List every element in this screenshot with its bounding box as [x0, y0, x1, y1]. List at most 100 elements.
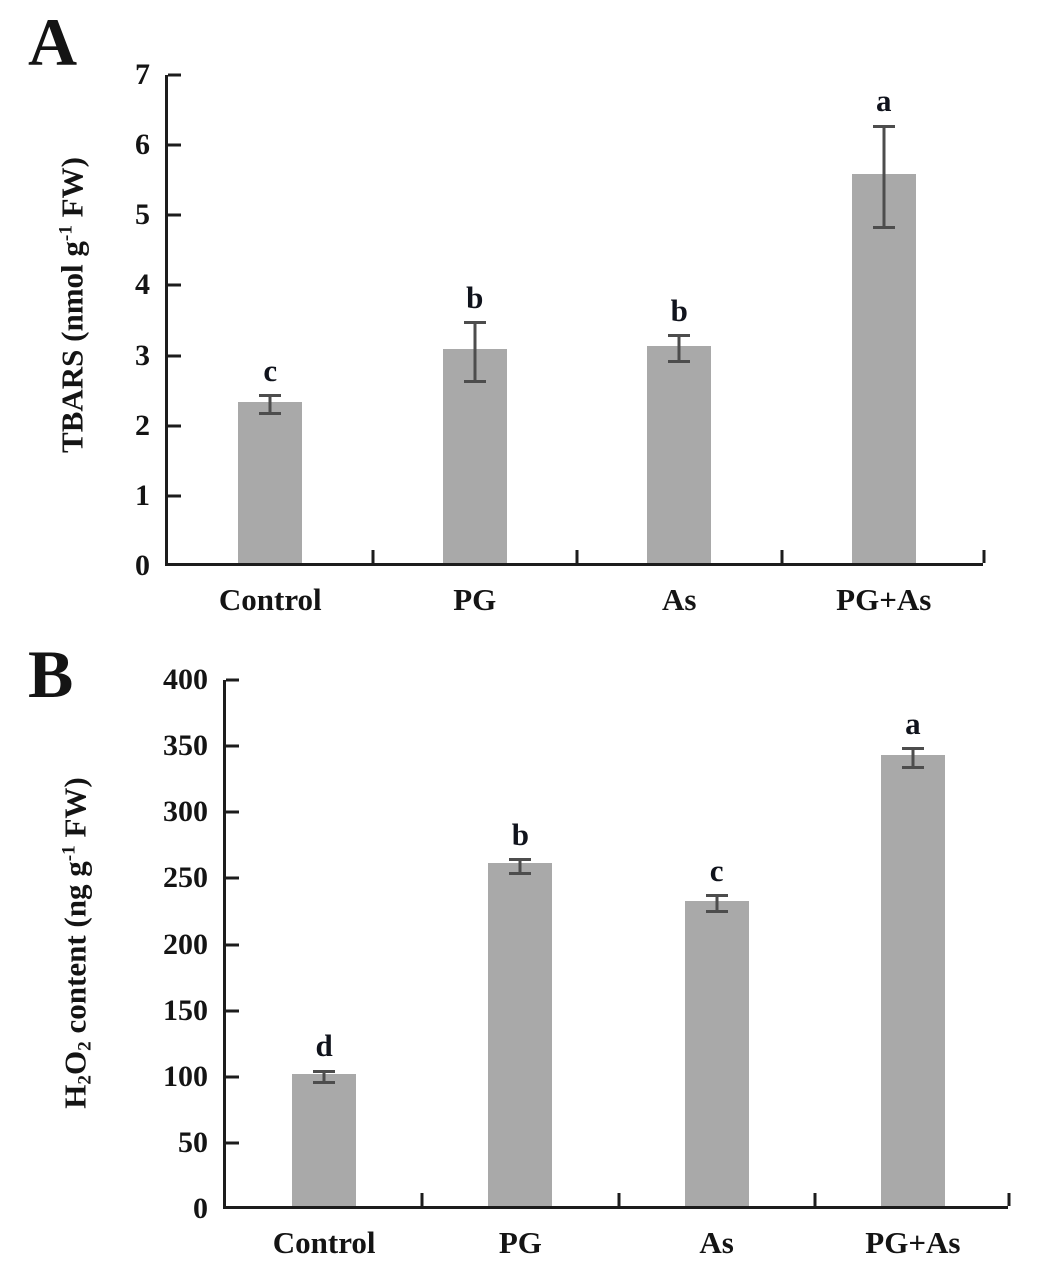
significance-letter: d — [315, 1028, 333, 1064]
x-axis-category-label: PG — [453, 582, 497, 617]
y-axis-tick — [226, 1009, 239, 1013]
x-axis-category-label: PG+As — [865, 1225, 961, 1260]
x-axis-category-label: PG — [498, 1225, 542, 1260]
error-bar-lower-cap — [668, 359, 691, 363]
x-axis-tick — [1007, 1193, 1011, 1206]
error-bar — [882, 126, 886, 228]
x-axis-tick — [813, 1193, 817, 1206]
error-bar-upper-cap — [463, 321, 486, 325]
y-axis-label-segment: H — [57, 1084, 93, 1109]
y-axis-tick — [226, 1141, 239, 1145]
x-axis-category-label: As — [699, 1225, 734, 1260]
x-axis-tick — [617, 1193, 620, 1206]
y-axis-tick — [168, 283, 181, 287]
x-axis-category-label: Control — [218, 582, 322, 617]
y-axis-tick-label: 150 — [163, 993, 208, 1027]
panel-b-letter: B — [28, 636, 74, 712]
error-bar-upper-cap — [901, 747, 924, 751]
y-axis-tick — [168, 424, 181, 428]
y-axis-tick — [168, 213, 181, 217]
y-axis-tick — [168, 143, 181, 147]
y-axis-tick-label: 400 — [163, 663, 208, 696]
error-bar-lower-cap — [705, 909, 728, 913]
x-axis-tick — [420, 1193, 424, 1206]
y-axis-tick-label: 350 — [163, 729, 208, 763]
significance-letter: b — [511, 816, 529, 852]
panel-b-plot-area: 0 50 100 150 200 250 300 350 400 d Control b PG c As a P… — [163, 665, 1011, 1258]
y-axis-label-segment: -1 — [55, 225, 77, 242]
y-axis-label-segment: -1 — [58, 845, 80, 862]
error-bar-upper-cap — [313, 1069, 336, 1073]
y-axis-tick — [168, 494, 181, 498]
error-bar — [715, 895, 719, 912]
bar-pg-plus-as — [851, 173, 916, 563]
y-axis-tick-label: 5 — [135, 198, 150, 232]
bar-as — [684, 900, 749, 1206]
x-axis-category-label: PG+As — [836, 582, 932, 617]
significance-letter: b — [466, 279, 484, 315]
y-axis-tick — [168, 354, 181, 358]
y-axis-tick — [226, 876, 239, 880]
y-axis-tick-label: 100 — [163, 1059, 208, 1093]
bar-pg — [488, 863, 553, 1206]
bar-as — [647, 345, 712, 563]
y-axis-tick-label: 0 — [193, 1192, 208, 1225]
y-axis-tick — [226, 1075, 239, 1079]
bar-pg — [442, 349, 507, 563]
significance-letter: c — [709, 852, 724, 888]
error-bar-lower-cap — [872, 225, 895, 229]
y-axis-tick — [226, 744, 239, 748]
error-bar — [911, 748, 915, 768]
x-axis-tick — [780, 550, 783, 563]
y-axis-tick-label: 4 — [135, 268, 150, 302]
y-axis-label-segment: O — [57, 1050, 93, 1075]
panel-a-letter: A — [28, 4, 78, 80]
y-axis-tick — [226, 678, 239, 682]
error-bar — [677, 335, 681, 362]
y-axis-tick-label: 0 — [135, 549, 150, 582]
error-bar-upper-cap — [705, 894, 728, 898]
y-axis-tick-label: 3 — [135, 338, 150, 372]
error-bar — [268, 395, 272, 414]
error-bar — [518, 859, 522, 874]
y-axis-tick — [226, 810, 239, 814]
error-bar-upper-cap — [668, 334, 691, 338]
y-axis-tick — [226, 943, 239, 946]
y-axis-tick-label: 50 — [178, 1125, 208, 1159]
significance-letter: b — [670, 292, 688, 328]
y-axis-tick-label: 7 — [135, 58, 150, 91]
x-axis-tick — [575, 550, 579, 563]
y-axis-tick-label: 300 — [163, 795, 208, 829]
panel-b-y-axis-label: H2O2 content (ng g-1 FW) — [57, 777, 96, 1109]
x-axis-category-label: Control — [272, 1225, 376, 1260]
x-axis-category-label: As — [662, 582, 697, 617]
panel-a-plot-area: 0 1 2 3 4 5 6 7 c Control b PG b As a PG+As — [135, 60, 986, 615]
significance-letter: c — [263, 352, 278, 388]
y-axis-label-segment: 2 — [74, 1041, 96, 1051]
error-bar-upper-cap — [259, 394, 282, 398]
y-axis-tick-label: 6 — [135, 128, 150, 162]
error-bar-lower-cap — [463, 380, 486, 384]
x-axis-tick — [982, 550, 986, 563]
significance-letter: a — [905, 705, 921, 741]
y-axis-tick-label: 250 — [163, 861, 208, 895]
error-bar-lower-cap — [509, 871, 532, 875]
error-bar — [322, 1071, 326, 1083]
y-axis-label-segment: 2 — [74, 1074, 96, 1085]
x-axis-tick — [371, 550, 374, 563]
y-axis-label-segment: FW) — [57, 777, 93, 846]
significance-letter: a — [876, 83, 892, 119]
error-bar-upper-cap — [872, 124, 895, 128]
error-bar-upper-cap — [509, 858, 532, 862]
error-bar-lower-cap — [901, 765, 924, 769]
y-axis-tick-label: 1 — [135, 478, 150, 512]
error-bar-lower-cap — [259, 412, 282, 416]
y-axis-tick — [168, 73, 181, 77]
y-axis-label-segment: content (ng g — [57, 861, 93, 1042]
bar-control — [292, 1073, 357, 1206]
y-axis-tick-label: 2 — [135, 408, 150, 442]
y-axis-tick-label: 200 — [163, 927, 208, 961]
error-bar — [473, 322, 477, 382]
error-bar-lower-cap — [313, 1080, 336, 1084]
bar-pg-plus-as — [880, 755, 945, 1206]
